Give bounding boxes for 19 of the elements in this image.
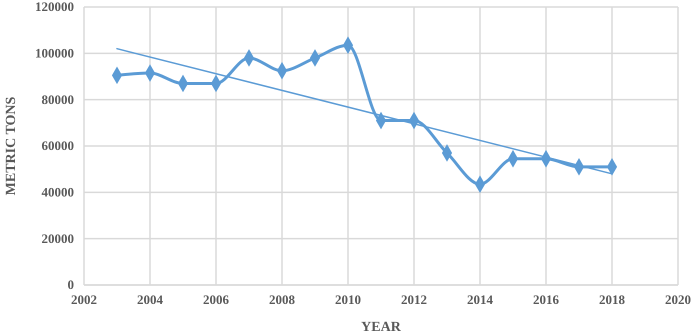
x-tick-label: 2018 <box>599 292 626 308</box>
y-tick-label: 100000 <box>35 45 74 60</box>
y-tick-label: 40000 <box>42 184 74 200</box>
x-tick-label: 2008 <box>269 292 296 308</box>
y-tick-label: 20000 <box>42 230 74 246</box>
y-tick-label: 120000 <box>35 0 74 14</box>
x-tick-label: 2020 <box>665 292 691 308</box>
x-tick-label: 2012 <box>401 292 427 308</box>
x-tick-label: 2002 <box>71 292 97 308</box>
x-axis-title: YEAR <box>361 320 402 335</box>
y-tick-label: 60000 <box>42 138 74 154</box>
x-tick-label: 2010 <box>335 292 361 308</box>
y-tick-label: 80000 <box>42 92 74 107</box>
x-tick-label: 2014 <box>467 292 494 308</box>
x-tick-label: 2006 <box>203 292 230 308</box>
y-axis-title: METRIC TONS <box>4 96 19 196</box>
x-tick-label: 2004 <box>137 292 164 308</box>
y-tick-label: 0 <box>68 277 74 292</box>
x-tick-label: 2016 <box>533 292 560 308</box>
